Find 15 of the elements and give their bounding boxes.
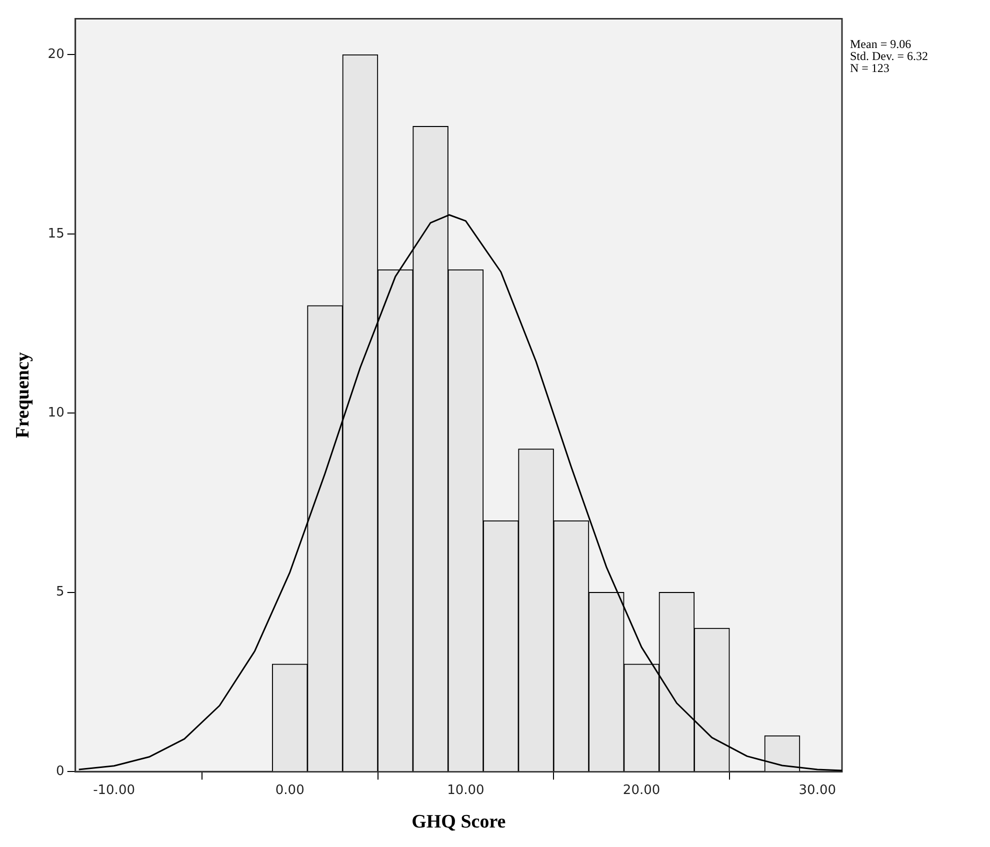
y-tick-label: 15 <box>48 226 64 242</box>
x-tick-label: 30.00 <box>798 782 836 798</box>
text: N = 123 <box>850 60 890 75</box>
x-tick-label: -10.00 <box>93 782 135 798</box>
y-tick-label: 10 <box>48 406 64 420</box>
y-axis-title: Frequency <box>12 352 34 438</box>
y-tick-label: 5 <box>56 584 64 600</box>
x-tick-label: 0.00 <box>275 782 304 798</box>
y-tick-label: 20 <box>48 47 64 62</box>
text: Mean = 9.06 <box>850 36 912 51</box>
x-axis-title: GHQ Score <box>412 812 506 833</box>
y-tick-label: 0 <box>56 764 64 779</box>
x-tick-label: 20.00 <box>622 782 660 798</box>
text: Std. Dev. = 6.32 <box>850 48 928 63</box>
x-tick-label: 10.00 <box>447 782 484 798</box>
